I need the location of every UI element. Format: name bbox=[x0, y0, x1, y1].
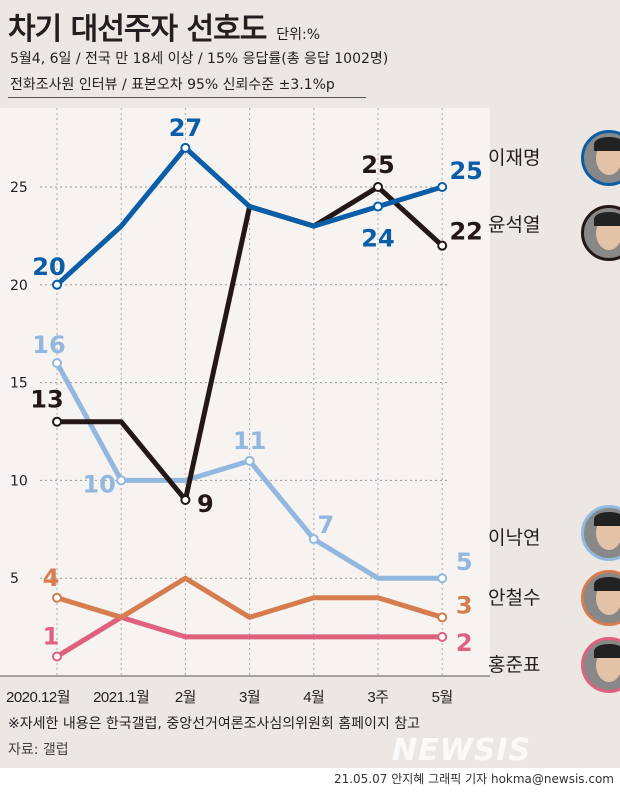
data-label: 13 bbox=[30, 386, 63, 414]
data-label: 3 bbox=[456, 591, 473, 619]
legend-name: 이재명 bbox=[488, 147, 541, 169]
title-row: 차기 대선주자 선호도 단위:% bbox=[8, 4, 320, 48]
candidate-photo bbox=[581, 570, 620, 626]
newsis-logo: NEWSIS bbox=[392, 733, 532, 768]
data-label: 11 bbox=[233, 427, 266, 455]
unit-label: 단위:% bbox=[276, 27, 321, 43]
legend-name: 홍준표 bbox=[488, 654, 541, 676]
footnote: ※자세한 내용은 한국갤럽, 중앙선거여론조사심의위원회 홈페이지 참고 bbox=[8, 716, 420, 732]
data-label: 16 bbox=[32, 331, 65, 359]
data-label: 1 bbox=[43, 622, 60, 650]
data-point bbox=[52, 651, 62, 662]
survey-method: 전화조사원 인터뷰 / 표본오차 95% 신뢰수준 ±3.1%p bbox=[10, 77, 335, 93]
y-tick-label: 5 bbox=[10, 571, 19, 587]
y-tick-label: 10 bbox=[10, 473, 28, 489]
data-label: 4 bbox=[43, 564, 60, 592]
data-point bbox=[180, 494, 191, 505]
data-point bbox=[373, 201, 383, 212]
data-point bbox=[437, 631, 448, 642]
x-tick-label: 2020.12월 bbox=[6, 689, 70, 706]
data-label: 7 bbox=[317, 511, 334, 539]
candidate-photo bbox=[581, 505, 620, 561]
data-point bbox=[437, 573, 448, 584]
data-label: 2 bbox=[456, 629, 473, 657]
legend-name: 윤석열 bbox=[488, 214, 541, 236]
x-tick-label: 2월 bbox=[175, 689, 196, 706]
y-tick-label: 15 bbox=[10, 376, 28, 392]
legend-name: 이낙연 bbox=[488, 527, 541, 549]
data-label: 27 bbox=[169, 114, 202, 142]
credit: 21.05.07 안지혜 그래픽 기자 hokma@newsis.com bbox=[333, 772, 614, 786]
divider bbox=[8, 97, 366, 98]
page-title: 차기 대선주자 선호도 bbox=[8, 12, 267, 47]
candidate-photo bbox=[581, 205, 620, 261]
candidate-photo bbox=[581, 637, 620, 693]
x-tick-label: 4월 bbox=[303, 689, 324, 706]
data-label: 20 bbox=[32, 253, 65, 281]
data-point bbox=[437, 240, 448, 251]
data-label: 24 bbox=[361, 225, 394, 253]
x-tick-label: 2021.1월 bbox=[93, 689, 149, 706]
data-point bbox=[244, 455, 255, 466]
data-point bbox=[180, 142, 191, 153]
source: 자료: 갤럽 bbox=[8, 742, 69, 758]
x-tick-label: 3월 bbox=[239, 689, 260, 706]
data-point bbox=[437, 182, 448, 192]
y-tick-label: 25 bbox=[10, 180, 28, 196]
data-point bbox=[373, 182, 383, 192]
candidate-photo bbox=[581, 130, 620, 186]
data-label: 25 bbox=[361, 151, 394, 179]
data-point bbox=[52, 279, 62, 290]
data-point bbox=[116, 475, 127, 486]
legend-name: 안철수 bbox=[488, 587, 541, 609]
data-label: 9 bbox=[197, 490, 214, 518]
data-point bbox=[308, 534, 319, 545]
x-tick-label: 3주 bbox=[367, 689, 388, 706]
data-label: 22 bbox=[449, 218, 482, 246]
data-point bbox=[52, 592, 62, 603]
data-point bbox=[52, 416, 62, 427]
data-point bbox=[437, 612, 448, 623]
survey-info: 5월4, 6일 / 전국 만 18세 이상 / 15% 응답률(총 응답 100… bbox=[10, 51, 389, 67]
series-line-안철수 bbox=[56, 575, 443, 620]
data-label: 25 bbox=[449, 157, 482, 185]
y-tick-label: 20 bbox=[10, 278, 28, 294]
data-point bbox=[52, 358, 62, 369]
data-label: 10 bbox=[82, 470, 115, 498]
x-tick-label: 5월 bbox=[432, 689, 453, 706]
data-label: 5 bbox=[456, 548, 473, 576]
